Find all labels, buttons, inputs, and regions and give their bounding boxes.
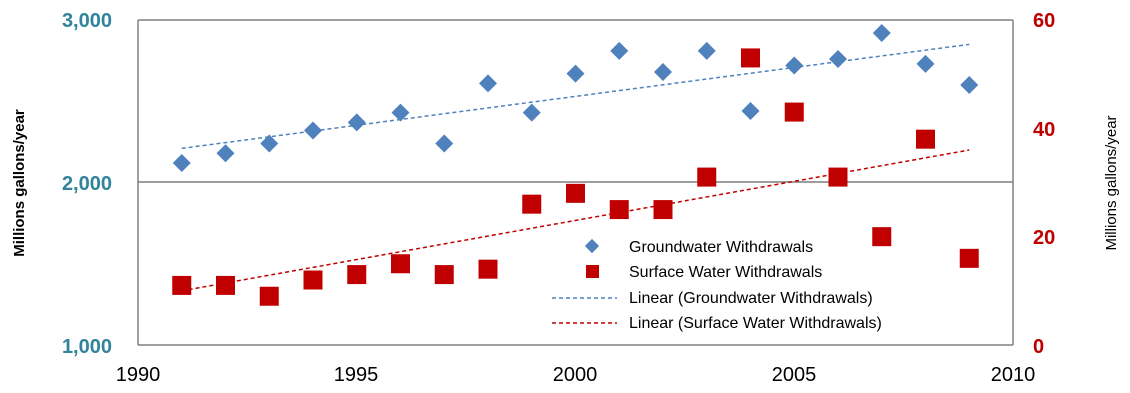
groundwater-point <box>172 154 191 172</box>
groundwater-point <box>960 76 979 94</box>
surface-water-point <box>478 259 498 279</box>
groundwater-point <box>216 144 235 163</box>
surface-water-point <box>828 167 848 187</box>
surface-water-point <box>434 265 454 285</box>
surface-water-point <box>259 286 279 306</box>
surface-water-point <box>741 48 760 68</box>
groundwater-point <box>260 134 279 153</box>
surface-water-point <box>347 265 367 285</box>
surface-water-point <box>697 167 717 187</box>
groundwater-point <box>304 121 322 140</box>
x-tick-label: 1995 <box>334 364 379 386</box>
y-right-tick-label: 20 <box>1033 227 1055 249</box>
surface-water-point <box>522 194 542 214</box>
groundwater-trendline <box>181 43 970 150</box>
surface-water-point <box>216 275 235 295</box>
legend-groundwater-diamond <box>584 238 600 254</box>
y-right-tick-label: 40 <box>1033 119 1055 141</box>
groundwater-point <box>829 50 847 68</box>
surface-trendline <box>181 149 970 292</box>
legend-surface-square <box>586 265 599 278</box>
groundwater-point <box>872 24 891 42</box>
groundwater-point <box>347 113 366 132</box>
legend-groundwater-label: Groundwater Withdrawals <box>629 239 813 256</box>
surface-water-point <box>172 275 192 295</box>
legend: Groundwater Withdrawals Surface Water Wi… <box>552 238 882 332</box>
y-left-tick-label: 3,000 <box>62 10 112 32</box>
groundwater-point <box>435 134 454 153</box>
x-tick-label: 1990 <box>116 364 161 386</box>
surface-water-point <box>959 248 979 268</box>
groundwater-point <box>654 63 672 81</box>
surface-water-point <box>916 129 935 149</box>
x-tick-label: 2010 <box>991 364 1036 386</box>
groundwater-point <box>697 41 716 60</box>
surface-water-point <box>566 183 585 203</box>
groundwater-point <box>785 56 804 75</box>
groundwater-point <box>741 102 760 120</box>
x-tick-label: 2005 <box>772 364 817 386</box>
groundwater-point <box>916 54 935 73</box>
y-right-tick-label: 0 <box>1033 336 1044 358</box>
surface-water-point <box>609 200 629 220</box>
legend-groundwater-trend-label: Linear (Groundwater Withdrawals) <box>629 290 873 307</box>
surface-water-point <box>653 200 673 220</box>
legend-surface-label: Surface Water Withdrawals <box>629 264 822 281</box>
y-axis-right-title: Millions gallons/year <box>1103 115 1120 250</box>
surface-water-point <box>784 102 804 122</box>
x-tick-label: 2000 <box>553 364 598 386</box>
surface-water-point <box>391 254 410 274</box>
surface-water-point <box>872 227 892 247</box>
groundwater-point <box>522 103 541 122</box>
data-mark-layer <box>172 24 979 306</box>
y-left-tick-label: 1,000 <box>62 336 112 358</box>
groundwater-point <box>610 41 629 60</box>
groundwater-point <box>391 103 410 122</box>
y-right-tick-label: 60 <box>1033 10 1055 32</box>
groundwater-point <box>566 64 585 83</box>
y-left-tick-label: 2,000 <box>62 173 112 195</box>
legend-surface-trend-label: Linear (Surface Water Withdrawals) <box>629 315 882 332</box>
surface-water-point <box>303 270 323 290</box>
y-axis-left-title: Millions gallons/year <box>11 109 28 257</box>
groundwater-point <box>479 74 497 93</box>
